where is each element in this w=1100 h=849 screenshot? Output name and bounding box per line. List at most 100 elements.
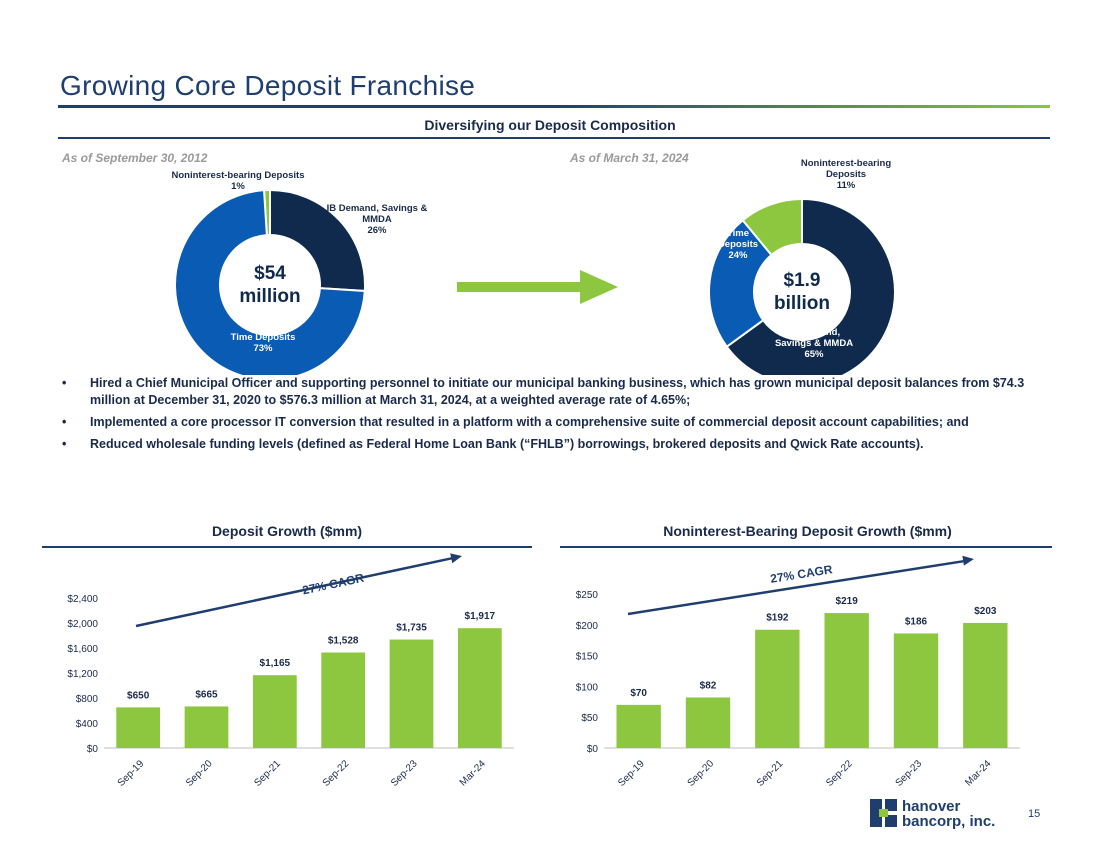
donut-slice-label: 65% bbox=[804, 349, 824, 360]
donut-slice bbox=[174, 189, 366, 375]
logo-wordmark-bottom: bancorp, inc. bbox=[902, 813, 995, 830]
donut-slice bbox=[269, 188, 366, 293]
x-tick-label: Sep-22 bbox=[824, 758, 855, 789]
title-divider bbox=[58, 105, 1050, 108]
deposit-growth-title: Deposit Growth ($mm) bbox=[211, 523, 363, 539]
bar bbox=[685, 697, 731, 748]
y-tick-label: $150 bbox=[576, 652, 599, 663]
highlights-list: • Hired a Chief Municipal Officer and sup… bbox=[60, 375, 1045, 458]
chart-divider-right bbox=[560, 546, 1052, 548]
bar-value-label: $650 bbox=[127, 690, 150, 701]
bullet-glyph: • bbox=[62, 437, 67, 451]
y-tick-label: $200 bbox=[576, 621, 599, 632]
bullet-item: • Implemented a core processor IT convers… bbox=[60, 414, 1045, 431]
y-tick-label: $800 bbox=[76, 694, 99, 705]
bar bbox=[457, 628, 502, 748]
logo-mark-icon bbox=[870, 799, 897, 827]
company-logo: hanover bancorp, inc. bbox=[870, 798, 995, 830]
donut-center-unit: billion bbox=[774, 293, 830, 314]
donut-slice-label: Time bbox=[727, 228, 749, 239]
y-tick-label: $100 bbox=[576, 682, 599, 693]
bullet-text: Hired a Chief Municipal Officer and supp… bbox=[90, 376, 1025, 407]
donut-center-value: $1.9 bbox=[784, 270, 821, 291]
cagr-annotation: 27% CAGR bbox=[301, 571, 366, 598]
donut-center-unit: million bbox=[239, 286, 300, 307]
bar bbox=[321, 652, 366, 748]
x-tick-label: Mar-24 bbox=[458, 758, 488, 788]
x-tick-label: Sep-21 bbox=[755, 758, 786, 789]
donut-slice-label: Savings & MMDA bbox=[775, 338, 853, 349]
bar bbox=[963, 622, 1008, 748]
bar-value-label: $1,165 bbox=[260, 658, 291, 669]
x-tick-label: Mar-24 bbox=[963, 758, 993, 788]
donut-slice bbox=[725, 197, 896, 375]
bullet-text: Reduced wholesale funding levels (define… bbox=[90, 437, 924, 451]
transition-arrow-icon bbox=[457, 270, 618, 304]
bullet-item: • Reduced wholesale funding levels (defin… bbox=[60, 436, 1045, 453]
y-tick-label: $1,600 bbox=[67, 644, 98, 655]
x-tick-label: Sep-21 bbox=[252, 758, 283, 789]
donut-slice-label: Time Deposits bbox=[231, 332, 296, 343]
bar bbox=[616, 704, 661, 748]
bar-value-label: $665 bbox=[195, 689, 218, 700]
as-of-date-right: As of March 31, 2024 bbox=[570, 151, 689, 165]
bar-value-label: $70 bbox=[630, 688, 647, 699]
donut-slice-label: IB Demand, bbox=[788, 327, 840, 338]
bullet-glyph: • bbox=[62, 376, 67, 390]
x-tick-label: Sep-20 bbox=[184, 758, 215, 789]
bar-value-label: $1,917 bbox=[465, 611, 496, 622]
y-tick-label: $250 bbox=[576, 590, 599, 601]
x-tick-label: Sep-23 bbox=[894, 758, 925, 789]
x-tick-label: Sep-19 bbox=[616, 758, 647, 789]
bar bbox=[755, 629, 800, 748]
donut-center-value: $54 bbox=[254, 263, 286, 284]
subtitle-divider bbox=[58, 137, 1050, 139]
y-tick-label: $0 bbox=[87, 744, 99, 755]
logo-wordmark-top: hanover bbox=[902, 798, 961, 815]
donut-slice-label: 24% bbox=[728, 250, 748, 261]
y-tick-label: $400 bbox=[76, 719, 99, 730]
bar bbox=[893, 633, 939, 748]
bar-value-label: $1,735 bbox=[396, 623, 427, 634]
donut-slice-label: 73% bbox=[253, 343, 273, 354]
donut-slice-label: MMDA bbox=[362, 214, 392, 225]
donut-slice-label: Noninterest-bearing Deposits bbox=[171, 170, 304, 181]
bar-value-label: $186 bbox=[905, 616, 928, 627]
x-tick-label: Sep-22 bbox=[321, 758, 352, 789]
page-title: Growing Core Deposit Franchise bbox=[60, 70, 476, 101]
bar-value-label: $219 bbox=[836, 596, 859, 607]
deposit-growth-chart: $0 $400 $800 $1,200 $1,600 $2,000 $2,400 $650 Se… bbox=[67, 553, 514, 789]
y-tick-label: $0 bbox=[587, 744, 599, 755]
section-subtitle: Diversifying our Deposit Composition bbox=[424, 117, 676, 133]
donut-slice bbox=[708, 218, 773, 349]
y-tick-label: $50 bbox=[581, 713, 598, 724]
nib-deposit-growth-title: Noninterest-Bearing Deposit Growth ($mm) bbox=[663, 523, 952, 539]
nib-deposit-growth-chart: $0 $50 $100 $150 $200 $250 $70 Sep-19 $82 Sep-20 $… bbox=[576, 555, 1020, 789]
bar bbox=[116, 707, 161, 748]
bar bbox=[184, 706, 229, 748]
cagr-arrow-icon bbox=[135, 553, 462, 628]
page-number: 15 bbox=[1028, 808, 1041, 820]
x-tick-label: Sep-23 bbox=[389, 758, 420, 789]
bar-value-label: $192 bbox=[766, 613, 789, 624]
y-tick-label: $2,400 bbox=[67, 594, 98, 605]
bar-value-label: $1,528 bbox=[328, 636, 359, 647]
donut-chart-2024: $1.9billionNoninterest-bearingDeposits11… bbox=[708, 158, 896, 375]
x-tick-label: Sep-19 bbox=[116, 758, 147, 789]
bullet-glyph: • bbox=[62, 415, 67, 429]
x-tick-label: Sep-20 bbox=[686, 758, 717, 789]
bullet-item: • Hired a Chief Municipal Officer and sup… bbox=[60, 375, 1045, 409]
bar bbox=[252, 675, 297, 748]
y-tick-label: $1,200 bbox=[67, 669, 98, 680]
bar bbox=[389, 639, 434, 748]
chart-divider-left bbox=[42, 546, 532, 548]
bar-value-label: $82 bbox=[700, 680, 717, 691]
bar bbox=[824, 613, 869, 748]
y-tick-label: $2,000 bbox=[67, 619, 98, 630]
bar-value-label: $203 bbox=[974, 606, 997, 617]
donut-slice-label: 26% bbox=[367, 225, 387, 236]
donut-slice-label: Noninterest-bearing bbox=[801, 158, 891, 169]
donut-slice-label: 11% bbox=[837, 180, 856, 191]
